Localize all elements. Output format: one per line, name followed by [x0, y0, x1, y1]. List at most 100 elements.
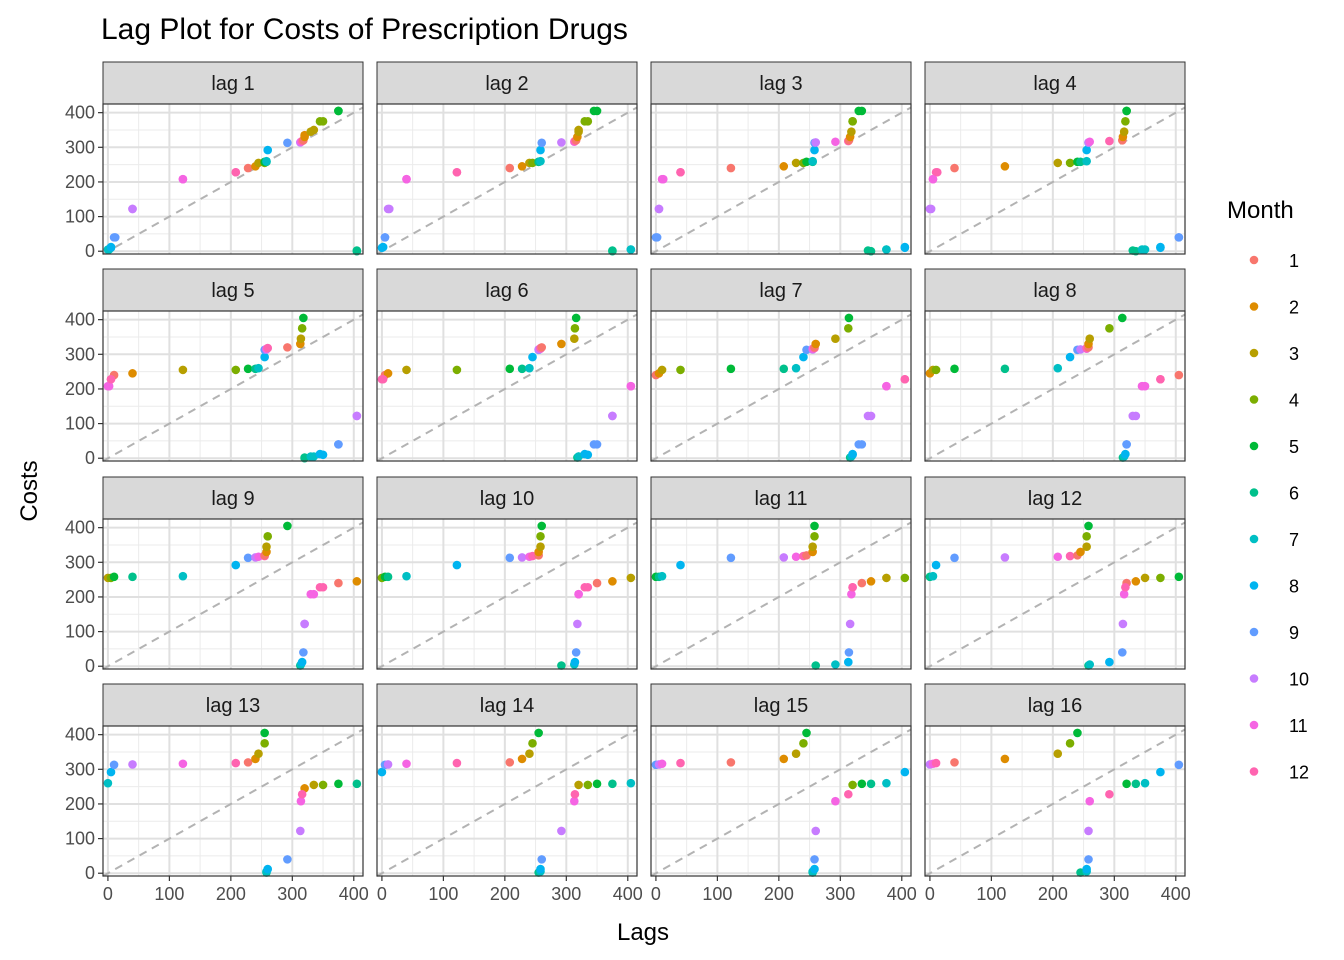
data-point: [380, 233, 390, 242]
panel-border: [924, 103, 1186, 255]
y-tick-label: 200: [65, 794, 95, 814]
data-point: [608, 779, 617, 789]
data-point: [260, 739, 269, 748]
y-tick-label: 100: [65, 207, 95, 227]
data-point: [848, 117, 857, 126]
data-point: [505, 553, 515, 563]
data-point: [857, 779, 867, 789]
panel-background: [103, 311, 363, 461]
panel-background: [651, 104, 911, 254]
y-tick-label: 400: [65, 310, 95, 330]
data-point: [1053, 552, 1063, 562]
data-point: [726, 364, 736, 374]
data-point: [402, 759, 411, 769]
facet-panel: lag 15 0 100 200 300 400: [650, 683, 917, 904]
data-point: [1084, 826, 1093, 836]
data-point: [1000, 364, 1010, 374]
data-point: [106, 242, 116, 252]
y-tick-label: 0: [85, 656, 95, 676]
data-point: [571, 313, 581, 323]
data-point: [260, 352, 269, 362]
panel-border: [650, 103, 912, 255]
data-point: [580, 117, 590, 126]
data-point: [1000, 162, 1010, 171]
data-point: [1156, 767, 1165, 777]
data-point: [657, 571, 667, 581]
data-point: [779, 553, 789, 562]
data-point: [570, 789, 580, 799]
data-point: [377, 767, 387, 777]
reference-line: [924, 521, 1186, 670]
y-tick-label: 300: [65, 344, 95, 364]
data-point: [857, 578, 867, 588]
legend-label: 11: [1289, 716, 1308, 736]
y-tick-label: 100: [65, 622, 95, 642]
data-point: [854, 440, 864, 449]
data-point: [1119, 127, 1129, 137]
y-tick-label: 0: [85, 863, 95, 883]
reference-line: [650, 313, 912, 462]
reference-line: [376, 313, 638, 462]
facet-strip-label: lag 12: [1028, 488, 1083, 510]
reference-line: [102, 521, 364, 670]
data-point: [1053, 158, 1063, 168]
data-point: [791, 749, 801, 759]
y-axis-title: Costs: [16, 460, 43, 521]
facet-strip: [102, 476, 364, 520]
panel-background: [651, 726, 911, 876]
facet-panel: lag 4: [924, 61, 1186, 256]
x-tick-label: 100: [976, 884, 1006, 904]
y-tick-label: 0: [85, 241, 95, 261]
data-point: [1131, 577, 1141, 586]
data-point: [505, 163, 515, 173]
data-point: [334, 440, 343, 449]
data-point: [536, 864, 545, 874]
y-tick-label: 400: [65, 518, 95, 538]
data-point: [580, 582, 590, 592]
data-point: [900, 767, 910, 777]
data-point: [537, 343, 547, 352]
panel-background: [377, 104, 637, 254]
data-point: [676, 365, 685, 375]
data-point: [1118, 619, 1128, 629]
data-point: [1073, 728, 1082, 738]
data-point: [315, 117, 325, 126]
data-point: [608, 246, 617, 255]
data-point: [589, 440, 599, 449]
panel-border: [376, 103, 638, 255]
legend-key: [1249, 302, 1259, 311]
x-tick-label: 300: [551, 884, 581, 904]
panel-background: [377, 311, 637, 461]
data-point: [626, 573, 636, 583]
data-point: [882, 778, 891, 788]
panel-border: [376, 518, 638, 670]
facet-strip-label: lag 4: [1033, 73, 1076, 95]
data-point: [254, 749, 263, 759]
data-point: [950, 758, 959, 767]
data-point: [1053, 363, 1063, 373]
panel-border: [376, 310, 638, 462]
facet-panel: lag 16 0 100 200 300 400: [924, 683, 1191, 904]
data-point: [1118, 648, 1127, 657]
data-point: [243, 163, 253, 173]
data-point: [283, 343, 292, 352]
data-point: [231, 167, 241, 177]
data-point: [573, 619, 582, 629]
data-point: [950, 364, 959, 374]
x-tick-label: 200: [490, 884, 520, 904]
y-tick-label: 400: [65, 725, 95, 745]
data-point: [848, 449, 857, 459]
data-point: [383, 572, 393, 582]
data-point: [844, 657, 853, 667]
data-point: [1121, 117, 1130, 126]
data-point: [570, 334, 579, 344]
data-point: [1105, 789, 1114, 799]
data-point: [847, 589, 856, 599]
data-point: [1140, 778, 1150, 788]
data-point: [811, 661, 821, 670]
legend-label: 1: [1289, 251, 1299, 271]
data-point: [676, 167, 685, 177]
data-point: [178, 759, 188, 769]
y-tick-label: 100: [65, 414, 95, 434]
data-point: [262, 542, 271, 552]
